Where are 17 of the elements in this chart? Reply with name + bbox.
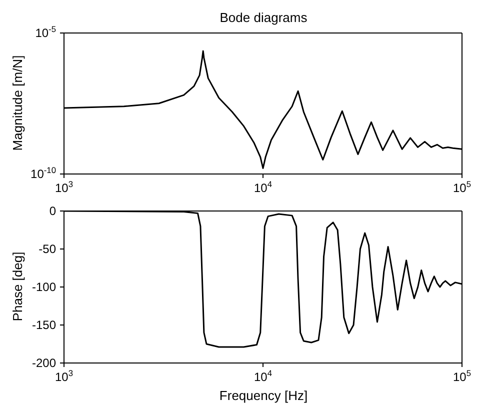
x-tick-label: 10$^{4}$: [254, 179, 272, 195]
x-tick-label: 10$^{5}$: [452, 368, 472, 384]
y-tick-label: -200: [32, 356, 56, 370]
y-axis-title: Phase [deg]: [10, 252, 25, 322]
x-tick-label: 10$^{3}$: [54, 179, 74, 195]
chart-title: Bode diagrams: [218, 10, 308, 25]
y-tick-label: -100: [32, 280, 56, 294]
x-tick-label: 10$^{3}$: [54, 368, 74, 384]
x-tick-label: 10$^{5}$: [452, 179, 472, 195]
y-tick-label: -150: [32, 318, 56, 332]
y-tick-label: 10$^{-5}$: [35, 24, 56, 40]
x-axis-title: Frequency [Hz]: [218, 388, 309, 403]
y-tick-label: -50: [38, 242, 56, 256]
y-tick-label: 10$^{-10}$: [30, 165, 56, 181]
y-tick-label: 0: [49, 204, 56, 218]
y-axis-title: Magnitude [m/N]: [10, 55, 25, 151]
x-tick-label: 10$^{4}$: [254, 368, 272, 384]
